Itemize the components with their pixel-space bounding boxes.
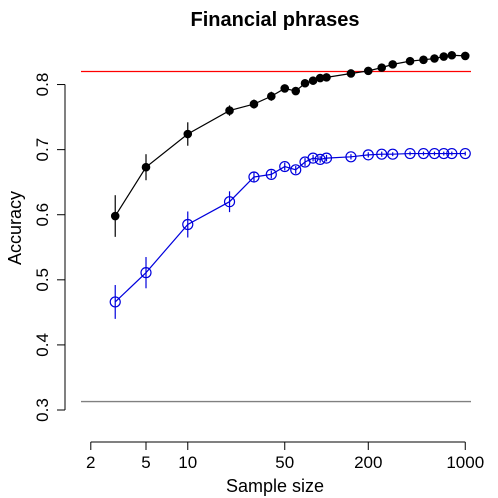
series-1-line xyxy=(114,54,466,217)
series-1-point xyxy=(280,84,290,93)
series-2-line xyxy=(114,152,466,303)
series-1-point xyxy=(439,52,449,61)
series-2-point xyxy=(362,149,374,161)
y-tick-label: 0.6 xyxy=(33,203,52,227)
y-axis-label: Accuracy xyxy=(5,191,25,265)
series-1-point xyxy=(419,55,428,65)
series-1-point xyxy=(388,60,398,69)
series-1-point xyxy=(460,51,470,61)
y-tick-label: 0.7 xyxy=(33,138,52,162)
series-2-point xyxy=(223,196,236,208)
series-2-point xyxy=(248,171,260,183)
x-axis-label: Sample size xyxy=(226,476,324,496)
plot-area: 2 5 10 50 200 1000 0.3 0.4 0.5 0.6 0.7 0.8 xyxy=(33,50,484,472)
series-2-point xyxy=(404,147,416,160)
series-2-point xyxy=(417,147,430,160)
series-1-point xyxy=(183,129,193,139)
series-1-point xyxy=(291,86,301,96)
series-1-point xyxy=(363,66,373,76)
series-2-point xyxy=(314,153,326,165)
series-1-point xyxy=(447,50,457,60)
series-1-point xyxy=(322,73,331,82)
series-2-point xyxy=(140,267,152,279)
series-1-point xyxy=(225,106,234,115)
series-2-point xyxy=(376,148,388,160)
series-2-point xyxy=(109,296,121,308)
y-tick-label: 0.8 xyxy=(33,73,52,97)
series-2-point xyxy=(320,152,333,164)
x-tick-label: 10 xyxy=(178,453,197,472)
series-2-point xyxy=(290,164,302,176)
series-2-point xyxy=(307,152,319,164)
y-tick-label: 0.5 xyxy=(33,268,52,292)
y-tick-label: 0.3 xyxy=(33,398,52,422)
x-tick-label: 2 xyxy=(86,453,95,472)
series-2-point xyxy=(438,147,450,160)
chart-title: Financial phrases xyxy=(191,9,360,31)
series-1-point xyxy=(405,56,415,66)
series-1-point xyxy=(308,76,318,85)
series-1-point xyxy=(249,99,259,109)
x-tick-label: 200 xyxy=(354,453,382,472)
x-tick-label: 50 xyxy=(275,453,294,472)
series-2-point xyxy=(182,218,194,231)
series-1-point xyxy=(430,54,439,63)
series-1-point xyxy=(267,91,276,101)
y-tick-label: 0.4 xyxy=(33,333,52,357)
series-1-point xyxy=(141,162,151,172)
series-2-point xyxy=(345,151,357,163)
series-2-point xyxy=(459,147,471,160)
x-tick-label: 1000 xyxy=(446,453,484,472)
series-1-point xyxy=(346,69,356,78)
series-2-point xyxy=(387,148,399,160)
series-2-point xyxy=(265,168,277,180)
series-2-point xyxy=(279,160,291,173)
series-2-point xyxy=(428,147,441,160)
series-1-point xyxy=(110,211,120,221)
series-1-point xyxy=(300,78,310,88)
series-2-point xyxy=(446,147,458,160)
series-1-point xyxy=(377,63,387,72)
x-tick-label: 5 xyxy=(141,453,150,472)
